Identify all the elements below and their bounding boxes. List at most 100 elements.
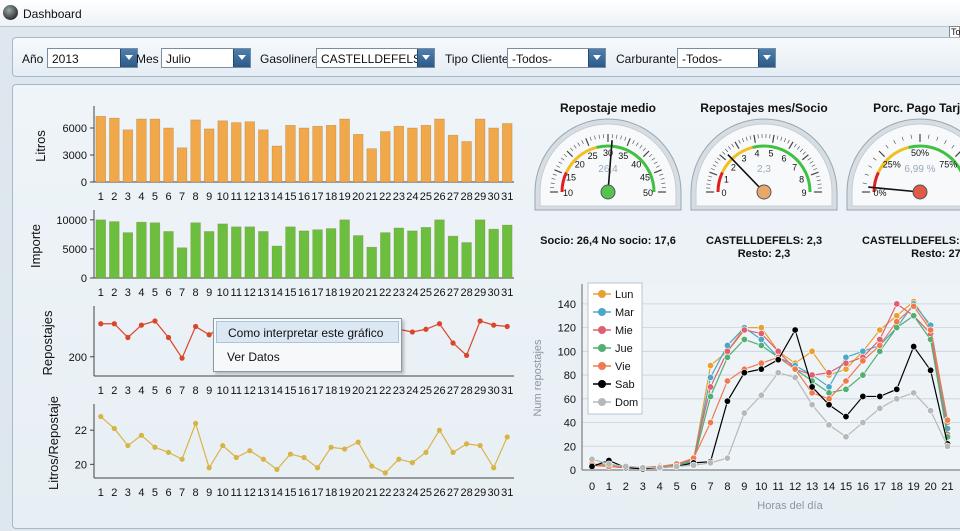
gauge-tick-label: 40 [631, 160, 641, 170]
data-point [355, 439, 361, 445]
data-point [876, 341, 884, 349]
x-tick-label: 17 [311, 287, 323, 299]
gauge-tick [936, 136, 939, 141]
gauge-tick [788, 141, 794, 149]
data-point [893, 395, 901, 403]
data-point [910, 389, 918, 397]
data-point [409, 329, 415, 335]
client-type-select[interactable]: -Todos- [507, 48, 606, 68]
gauge-tick-label: 0% [873, 188, 886, 198]
gauge-tick [577, 142, 581, 147]
month-label: Mes [136, 52, 159, 66]
gauge-tick [783, 138, 787, 143]
bar [434, 118, 445, 183]
x-tick-label: 13 [806, 481, 818, 493]
data-point [504, 323, 510, 330]
gauge-tick [554, 169, 563, 174]
bar [163, 127, 174, 183]
chevron-down-icon[interactable] [233, 49, 250, 67]
gauge-stat-line: CASTELLDEFELS: 2,3 [706, 235, 822, 247]
menu-item-view-data[interactable]: Ver Datos [227, 350, 280, 364]
gauge-tick [951, 144, 955, 149]
gauge-tick-label: 7 [792, 162, 797, 172]
gauge-tick [807, 157, 812, 161]
data-point [639, 464, 647, 472]
data-point [707, 419, 715, 427]
x-tick-label: 18 [325, 191, 337, 203]
station-select[interactable]: CASTELLDEFELS [316, 48, 435, 68]
bar [339, 118, 350, 183]
window-titlebar: Dashboard To [0, 0, 960, 38]
x-tick-label: 16 [857, 481, 869, 493]
x-tick-label: 2 [111, 487, 117, 499]
x-tick-label: 3 [125, 487, 131, 499]
x-tick-label: 26 [433, 487, 445, 499]
gauge-tick [738, 139, 741, 144]
data-point [757, 324, 765, 332]
x-tick-label: 4 [138, 487, 144, 499]
x-tick-label: 31 [501, 287, 513, 299]
gauge-stat-line: Resto: 2,3 [738, 248, 791, 260]
x-tick-label: 25 [420, 385, 432, 397]
x-tick-label: 22 [379, 385, 391, 397]
bar [258, 129, 269, 183]
gauge-tick [707, 179, 712, 182]
x-tick-label: 23 [393, 191, 405, 203]
x-tick-label: 20 [352, 191, 364, 203]
gauge-title: Repostaje medio [560, 101, 656, 115]
data-point [233, 454, 239, 461]
fuel-select-value: -Todos- [682, 52, 723, 66]
bar [285, 226, 296, 279]
gauge-needle [607, 140, 613, 193]
year-select[interactable]: 2013 [47, 48, 138, 68]
y-tick-label: 5000 [63, 244, 87, 256]
gauge-face [695, 123, 833, 207]
data-point [910, 343, 918, 351]
chevron-down-icon[interactable] [588, 49, 605, 67]
data-point [179, 456, 185, 462]
data-point [842, 359, 850, 367]
data-point [707, 459, 715, 467]
gauge-tick [639, 144, 643, 149]
data-point [98, 413, 104, 420]
data-point [927, 366, 935, 374]
chevron-down-icon[interactable] [758, 49, 775, 67]
data-point [927, 407, 935, 415]
gauge-tick [862, 182, 867, 184]
gauge-tick-label: 20 [575, 160, 585, 170]
gauge-tick [810, 171, 819, 176]
fuel-select[interactable]: -Todos- [677, 48, 776, 68]
x-tick-label: 0 [589, 481, 595, 493]
menu-item-how-to-interpret[interactable]: Como interpretar este gráfico [216, 321, 399, 343]
gauge-tick [563, 154, 568, 158]
gauge-tick-label: 45 [640, 173, 650, 183]
chevron-down-icon[interactable] [120, 49, 137, 67]
y-tick-label: 20 [564, 441, 576, 453]
bar [366, 246, 377, 279]
x-tick-label: 14 [271, 287, 283, 299]
gauge-tick [813, 168, 818, 171]
data-point [842, 353, 850, 361]
station-label: Gasolinera [260, 52, 319, 66]
gauge-tick [653, 169, 662, 174]
x-tick-label: 31 [501, 487, 513, 499]
y-tick-label: 22 [75, 425, 87, 437]
data-point [808, 389, 816, 397]
gauge-value-label: 6,99 % [904, 164, 935, 175]
data-point [125, 334, 131, 341]
x-tick-label: 5 [674, 481, 680, 493]
bar [298, 127, 310, 183]
x-tick-label: 3 [125, 287, 131, 299]
gauge-tick [710, 168, 715, 171]
data-point [876, 347, 884, 355]
x-tick-label: 11 [773, 481, 784, 493]
x-tick-label: 21 [366, 487, 378, 499]
data-point [436, 427, 443, 433]
data-point [944, 442, 952, 450]
x-tick-label: 2 [623, 481, 629, 493]
y-tick-label: 6000 [63, 123, 87, 135]
month-select[interactable]: Julio [161, 48, 251, 68]
gauge-red-band [716, 171, 724, 193]
gauge-tick [635, 142, 639, 147]
chevron-down-icon[interactable] [417, 49, 434, 67]
